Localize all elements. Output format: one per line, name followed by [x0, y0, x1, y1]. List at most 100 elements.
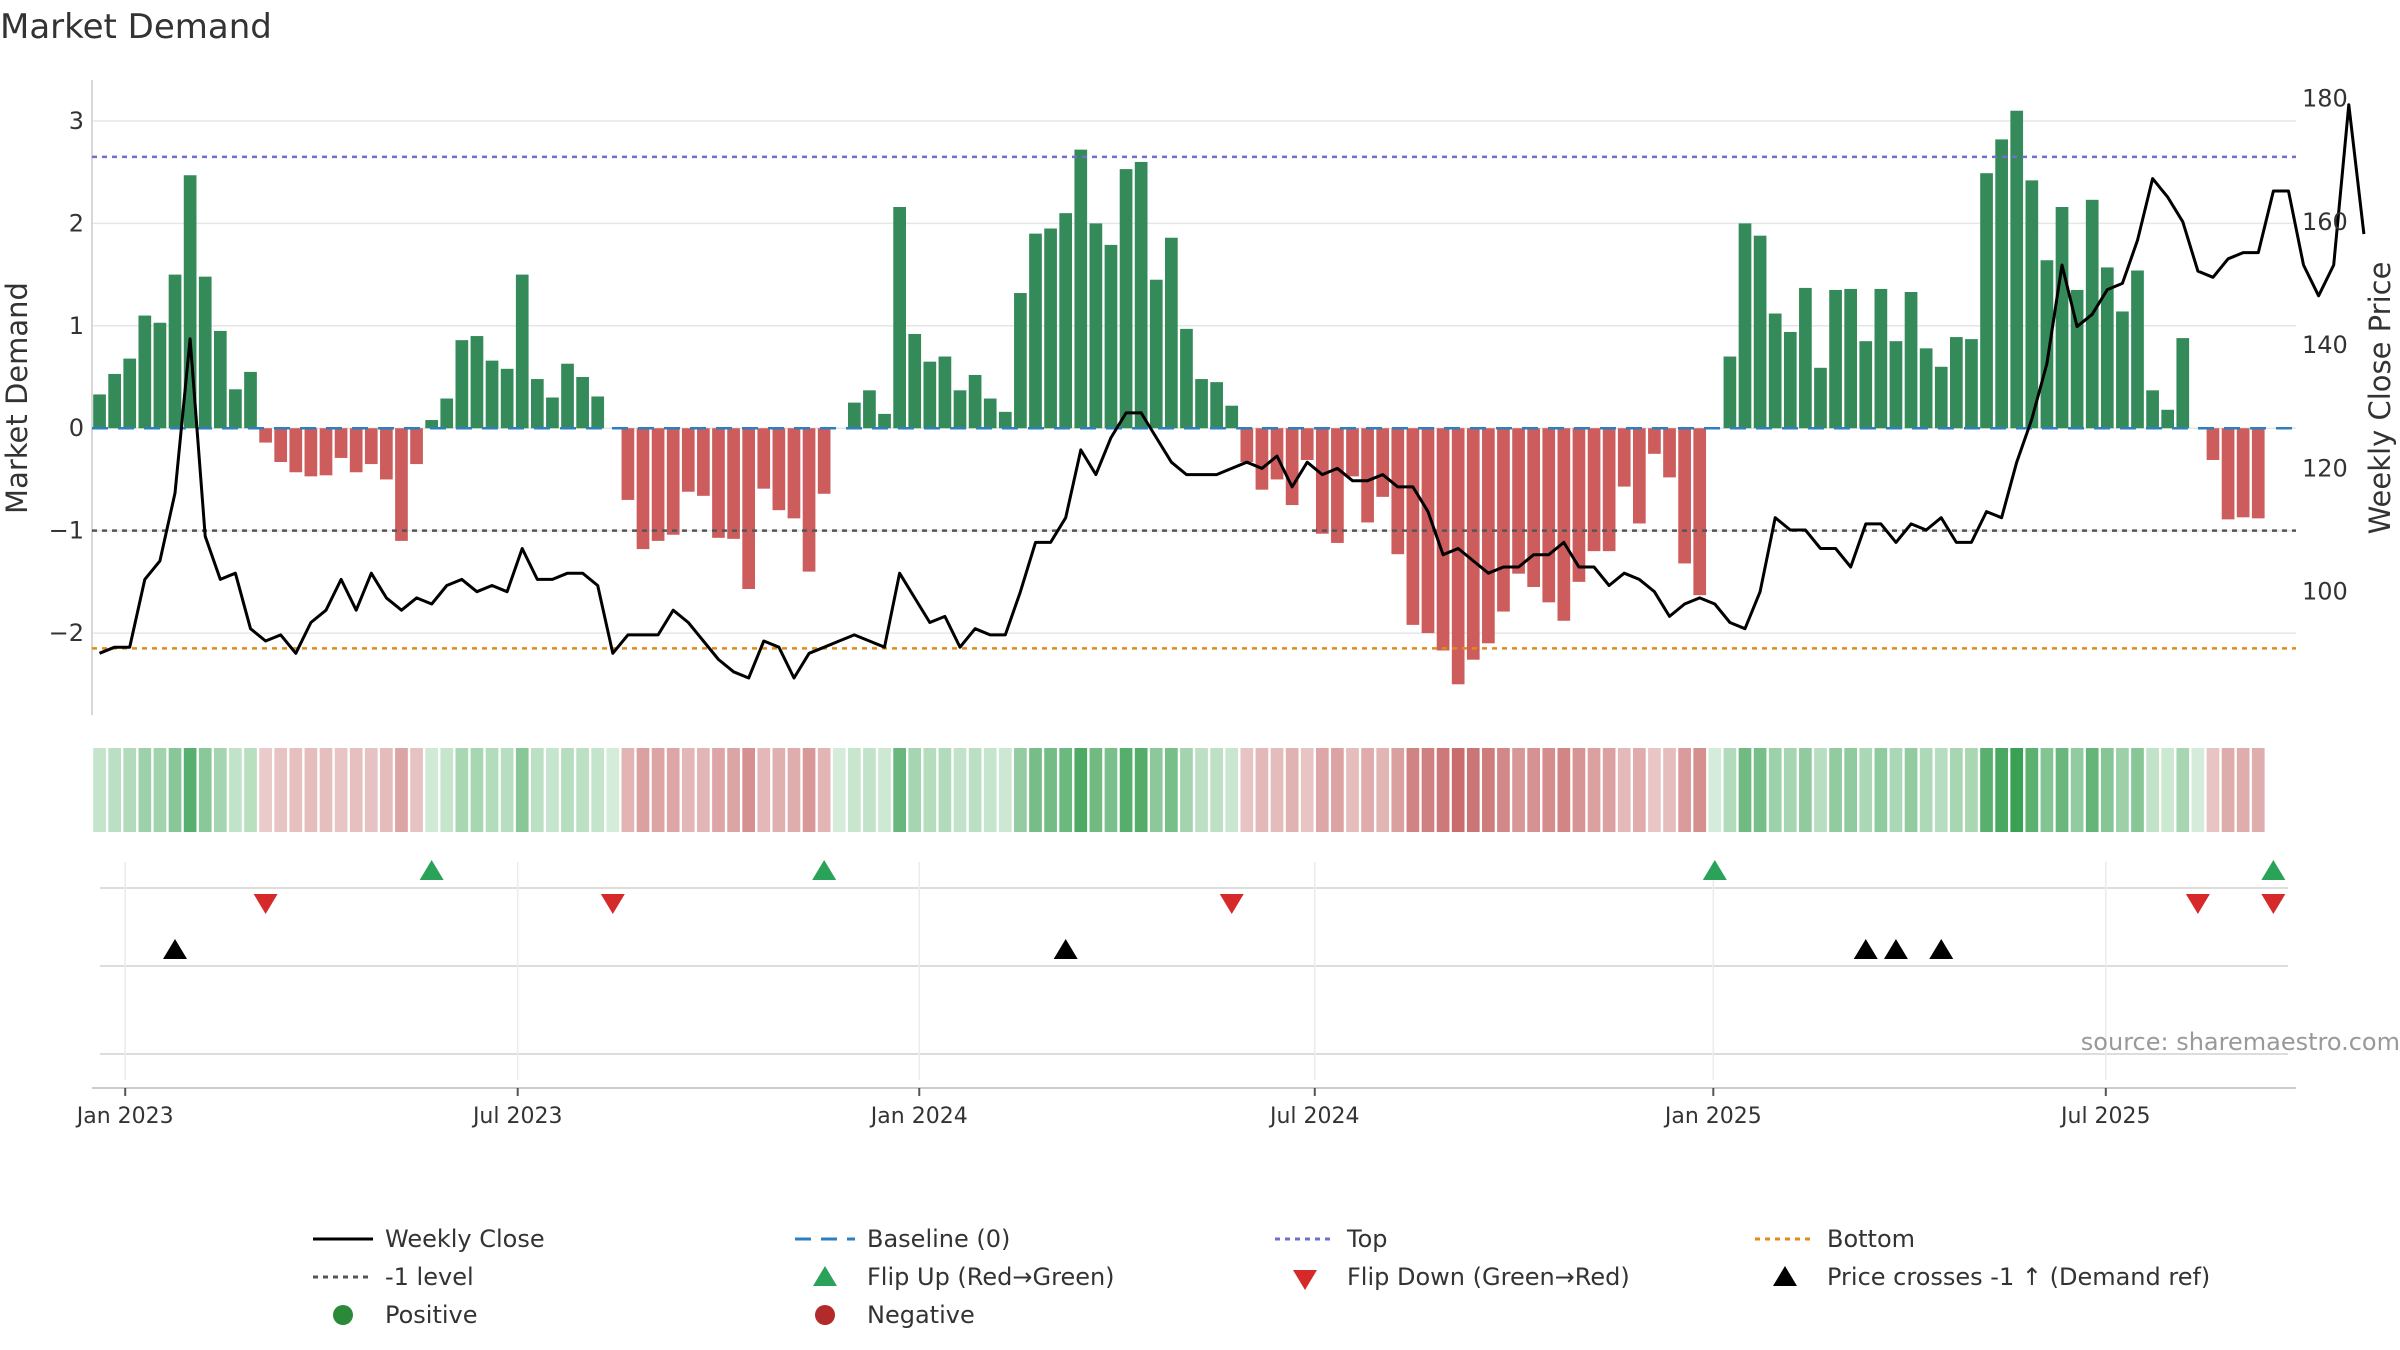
heat-cell-92	[1482, 748, 1495, 832]
demand-bar-56	[938, 356, 952, 429]
heat-cell-79	[1285, 748, 1299, 832]
demand-bar-102	[1632, 428, 1646, 524]
x-tick-label-1: Jul 2023	[471, 1104, 563, 1129]
demand-bar-73	[1195, 379, 1208, 429]
demand-bar-91	[1466, 428, 1480, 660]
heat-cell-6	[183, 748, 197, 832]
y-axis-ticks: 3 2 1 0 −1 −2	[49, 107, 84, 647]
heat-cell-33	[591, 748, 605, 832]
x-tick-label-5: Jul 2025	[2059, 1104, 2151, 1129]
demand-bar-128	[2025, 180, 2039, 429]
demand-bar-60	[998, 411, 1012, 429]
demand-bar-129	[2040, 260, 2054, 429]
heat-cell-80	[1300, 748, 1314, 832]
heat-cell-39	[681, 748, 695, 832]
y2-tick-4: 100	[2302, 578, 2348, 606]
demand-bar-74	[1210, 382, 1223, 429]
heat-cell-107	[1708, 748, 1722, 832]
heat-cell-108	[1723, 748, 1737, 832]
heat-cell-5	[168, 748, 182, 832]
heat-cell-125	[1980, 748, 1993, 832]
heat-cell-73	[1195, 748, 1208, 832]
price-cross-marker-3	[1883, 939, 1908, 959]
heat-cell-84	[1361, 748, 1374, 832]
demand-bar-72	[1180, 328, 1193, 429]
heat-cell-56	[938, 748, 952, 832]
heat-cell-26	[485, 748, 499, 832]
heat-cell-115	[1829, 748, 1842, 832]
demand-bar-28	[515, 274, 529, 429]
heat-cell-120	[1904, 748, 1918, 832]
price-cross-marker-2	[1853, 939, 1878, 959]
heat-cell-133	[2100, 748, 2114, 832]
y2-tick-0: 180	[2302, 84, 2348, 112]
legend-baseline: Baseline (0)	[867, 1225, 1010, 1253]
heat-cell-13	[289, 748, 303, 832]
demand-bar-23	[440, 398, 454, 429]
demand-bar-88	[1421, 428, 1435, 634]
event-vertical-grid	[124, 862, 2107, 1080]
heat-cell-19	[380, 748, 393, 832]
demand-bar-69	[1134, 161, 1148, 429]
demand-bar-113	[1799, 287, 1812, 429]
heat-cell-7	[198, 748, 212, 832]
heat-cell-77	[1255, 748, 1269, 832]
y2-axis-label: Weekly Close Price	[2363, 262, 2397, 535]
heat-cell-89	[1436, 748, 1450, 832]
demand-bar-7	[198, 276, 212, 429]
heat-cell-25	[470, 748, 484, 832]
demand-bar-57	[953, 390, 967, 429]
demand-bar-32	[576, 377, 589, 429]
demand-bar-109	[1738, 223, 1752, 429]
demand-bar-96	[1542, 428, 1556, 603]
heat-cell-54	[908, 748, 922, 832]
y2-tick-2: 140	[2302, 331, 2348, 359]
legend-bottom: Bottom	[1827, 1225, 1915, 1253]
demand-bar-114	[1814, 367, 1827, 429]
demand-bar-11	[259, 428, 272, 443]
heat-cell-142	[2236, 748, 2250, 832]
heat-cell-60	[998, 748, 1012, 832]
heat-cell-71	[1165, 748, 1178, 832]
demand-bar-3	[138, 315, 152, 429]
heat-cell-0	[93, 748, 106, 832]
demand-bar-45	[772, 428, 786, 511]
demand-bar-9	[229, 389, 242, 429]
flip-down-marker-4	[2261, 894, 2286, 914]
heat-cell-23	[440, 748, 454, 832]
x-tick-label-0: Jan 2023	[75, 1104, 174, 1129]
demand-bar-39	[681, 428, 695, 492]
demand-bar-75	[1225, 405, 1239, 429]
heat-cell-30	[546, 748, 559, 832]
heat-cell-129	[2040, 748, 2054, 832]
x-tick-label-4: Jan 2025	[1663, 1104, 1762, 1129]
demand-bar-126	[1995, 139, 2008, 429]
heat-cell-49	[832, 748, 846, 832]
heat-cell-52	[878, 748, 891, 832]
heat-cell-17	[349, 748, 363, 832]
heat-cell-45	[772, 748, 786, 832]
demand-bar-82	[1331, 428, 1344, 543]
demand-bar-134	[2116, 311, 2129, 429]
heat-cell-137	[2161, 748, 2175, 832]
y-tick-1: 2	[69, 209, 84, 237]
demand-bar-133	[2100, 267, 2114, 429]
demand-bar-50	[847, 402, 861, 429]
demand-bar-16	[334, 428, 348, 458]
heat-cell-40	[697, 748, 710, 832]
heat-cell-98	[1572, 748, 1586, 832]
heat-cell-61	[1014, 748, 1027, 832]
heat-cell-141	[2221, 748, 2235, 832]
heat-cell-24	[455, 748, 469, 832]
heat-cell-100	[1602, 748, 1616, 832]
demand-bar-104	[1663, 428, 1676, 478]
heat-cell-87	[1406, 748, 1420, 832]
heat-cell-94	[1512, 748, 1525, 832]
demand-bar-54	[908, 334, 922, 429]
heat-cell-46	[787, 748, 801, 832]
y-tick-0: 3	[69, 107, 84, 135]
demand-bar-120	[1904, 292, 1918, 429]
heat-cell-135	[2131, 748, 2144, 832]
demand-bar-65	[1074, 149, 1088, 429]
demand-bar-52	[878, 413, 891, 429]
